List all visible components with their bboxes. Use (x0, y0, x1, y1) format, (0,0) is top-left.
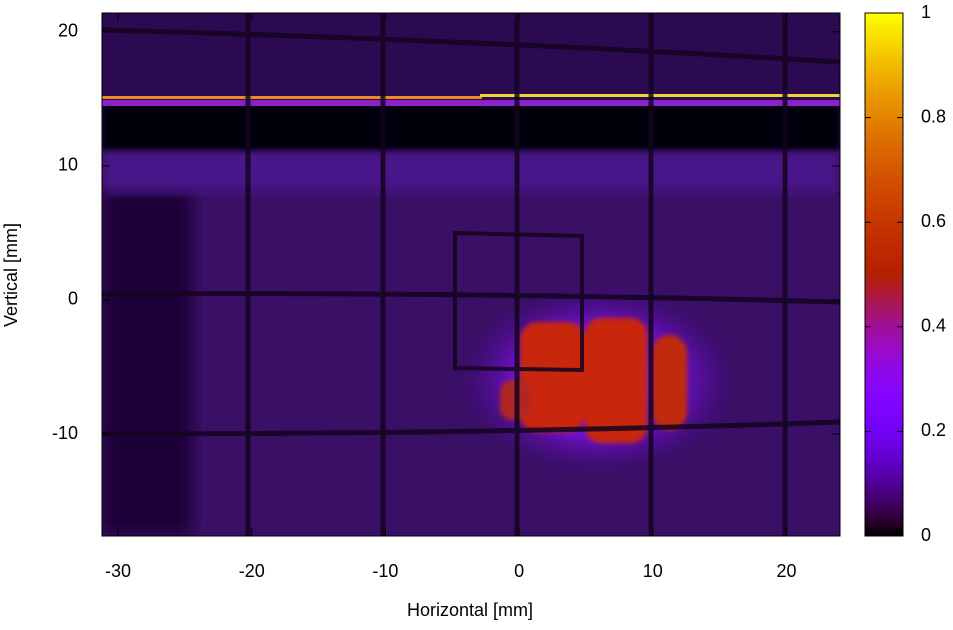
colorbar (864, 12, 904, 537)
colorbar-tick-label: 0.4 (921, 316, 946, 336)
colorbar-tick-label: 0.6 (921, 211, 946, 231)
colorbar-tick-label: 0 (921, 525, 931, 545)
y-tick-label: -10 (52, 423, 78, 443)
x-tick-label: -30 (105, 561, 131, 581)
x-tick-label: 0 (514, 561, 524, 581)
colorbar-tick-label: 0.2 (921, 420, 946, 440)
x-axis-label: Horizontal [mm] (407, 600, 533, 620)
y-tick-label: 20 (58, 21, 78, 41)
y-axis-label: Vertical [mm] (1, 223, 21, 327)
x-tick-label: 20 (777, 561, 797, 581)
heatmap-image (102, 13, 840, 536)
colorbar-tick-label: 0.8 (921, 106, 946, 126)
x-tick-label: 10 (643, 561, 663, 581)
y-tick-label: 0 (68, 289, 78, 309)
x-tick-label: -20 (239, 561, 265, 581)
y-tick-label: 10 (58, 155, 78, 175)
colorbar-tick-label: 1 (921, 2, 931, 22)
x-tick-label: -10 (372, 561, 398, 581)
plot-frame (101, 12, 841, 537)
